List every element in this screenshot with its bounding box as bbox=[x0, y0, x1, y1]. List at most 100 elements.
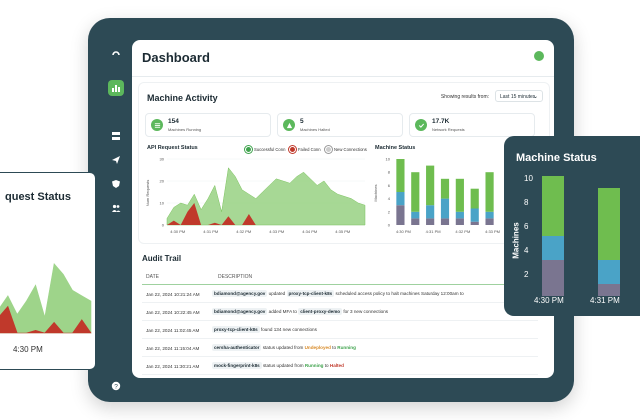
row-description: mock-fingerprint-k8s status updated from… bbox=[212, 362, 344, 369]
bar-segment bbox=[396, 192, 405, 206]
bar-segment bbox=[485, 218, 494, 225]
x-tick-label: 4:32 PM bbox=[455, 229, 470, 234]
time-range-select[interactable]: Last 15 minutes ⌄ bbox=[495, 90, 543, 102]
page-title: Dashboard bbox=[142, 50, 210, 65]
stat-value: 5 bbox=[300, 118, 304, 125]
warning-icon bbox=[283, 119, 295, 131]
legend-new[interactable]: New Connections bbox=[325, 146, 367, 153]
stat-network-requests: 17.7K Network Requests bbox=[409, 113, 535, 137]
stat-machines-running: 154 Machines Running bbox=[145, 113, 271, 137]
zoom-series-area bbox=[0, 305, 92, 334]
chart-icon[interactable] bbox=[108, 80, 124, 96]
y-tick-label: 20 bbox=[160, 179, 165, 184]
stat-label: Network Requests bbox=[432, 127, 465, 132]
api-status-zoom-card: quest Status 4:30 PM bbox=[0, 172, 96, 370]
zoom-x-tick: 4:31 PM bbox=[590, 296, 620, 305]
x-tick-label: 4:30 PM bbox=[396, 229, 411, 234]
logo-icon[interactable] bbox=[108, 46, 124, 62]
bar-segment bbox=[426, 218, 435, 225]
top-bar: Dashboard bbox=[132, 40, 554, 77]
row-description: proxy-tcp-client-k8s found 134 new conne… bbox=[212, 326, 317, 333]
bar-segment bbox=[455, 211, 464, 219]
bar-segment bbox=[411, 211, 420, 219]
x-tick-label: 4:34 PM bbox=[302, 229, 317, 234]
bar-segment bbox=[470, 208, 479, 222]
bar-segment bbox=[426, 165, 435, 206]
header-description: DESCRIPTION bbox=[218, 274, 253, 280]
stat-value: 154 bbox=[168, 118, 179, 125]
side-nav: ? bbox=[106, 46, 126, 391]
zoom-x-tick: 4:30 PM bbox=[13, 345, 43, 354]
y-tick-label: 2 bbox=[388, 209, 391, 214]
machine-status-title: Machine Status bbox=[375, 145, 416, 151]
x-tick-label: 4:31 PM bbox=[203, 229, 218, 234]
row-date: Jan 22, 2024 11:15:04 AM bbox=[146, 346, 200, 351]
legend-successful[interactable]: Successful Conn bbox=[245, 146, 285, 153]
bar-segment bbox=[455, 218, 464, 225]
zoom-y-label: Machines bbox=[511, 222, 521, 259]
help-icon[interactable]: ? bbox=[108, 378, 124, 394]
row-date: Jan 22, 2024 10:21:24 AM bbox=[146, 292, 200, 297]
zoom-bar-segment bbox=[598, 284, 620, 296]
x-tick-label: 4:31 PM bbox=[426, 229, 441, 234]
bar-segment bbox=[470, 188, 479, 209]
shield-icon[interactable] bbox=[108, 176, 124, 192]
bar-segment bbox=[485, 211, 494, 219]
bar-segment bbox=[440, 178, 450, 199]
zoom-bar-segment bbox=[542, 260, 564, 296]
bar-segment bbox=[455, 178, 464, 212]
row-description: bdiamond@agency.gov added MFA to client-… bbox=[212, 308, 389, 315]
row-date: Jan 22, 2024 11:30:21 AM bbox=[146, 364, 200, 369]
zoom-bar-segment bbox=[598, 188, 620, 260]
machine-status-chart: 10 8 6 4 2 0 Machines 4:30 PM 4:31 PM 4:32 PM 4:33… bbox=[373, 157, 500, 235]
table-row[interactable]: Jan 22, 2024 10:22:45 AM bdiamond@agency… bbox=[142, 304, 538, 321]
row-description: bdiamond@agency.gov updated proxy-tcp-cl… bbox=[212, 290, 464, 297]
bar-segment bbox=[485, 172, 494, 212]
machine-status-zoom-card: Machine Status Machines 10 8 6 4 2 4:30 … bbox=[504, 136, 640, 316]
zoom-x-tick: 4:30 PM bbox=[534, 296, 564, 305]
row-date: Jan 22, 2024 10:22:45 AM bbox=[146, 310, 200, 315]
table-row[interactable]: Jan 22, 2024 11:30:21 AM mock-fingerprin… bbox=[142, 358, 538, 375]
showing-label: Showing results from: bbox=[440, 94, 489, 100]
machine-activity-title: Machine Activity bbox=[147, 93, 218, 103]
stat-value: 17.7K bbox=[432, 118, 450, 125]
server-icon[interactable] bbox=[108, 128, 124, 144]
send-icon[interactable] bbox=[108, 152, 124, 168]
zoom-bar-segment bbox=[542, 176, 564, 236]
bar-segment bbox=[470, 221, 479, 225]
api-status-title: API Request Status bbox=[147, 145, 198, 151]
bar-segment bbox=[411, 218, 420, 225]
zoom-y-tick: 8 bbox=[524, 198, 529, 207]
x-tick-label: 4:33 PM bbox=[485, 229, 500, 234]
bar-segment bbox=[440, 218, 450, 225]
y-tick-label: 0 bbox=[388, 223, 391, 228]
legend-failed[interactable]: Failed Conn bbox=[289, 146, 321, 153]
user-avatar-icon[interactable] bbox=[534, 51, 544, 61]
y-tick-label: 4 bbox=[388, 196, 391, 201]
x-tick-label: 4:30 PM bbox=[170, 229, 185, 234]
y-tick-label: 10 bbox=[160, 201, 165, 206]
table-row[interactable]: Jan 22, 2024 11:02:45 AM proxy-tcp-clien… bbox=[142, 322, 538, 339]
y-tick-label: 8 bbox=[388, 170, 391, 175]
zoom-y-tick: 4 bbox=[524, 246, 529, 255]
machine-activity-card: Machine Activity Showing results from: L… bbox=[138, 82, 550, 244]
bar-segment bbox=[426, 205, 435, 219]
zoom-card-title: quest Status bbox=[5, 191, 72, 203]
time-range-value: Last 15 minutes bbox=[500, 94, 536, 100]
zoom-y-tick: 2 bbox=[524, 270, 529, 279]
header-date: DATE bbox=[146, 274, 159, 280]
table-row[interactable]: Jan 22, 2024 10:21:24 AM bdiamond@agency… bbox=[142, 286, 538, 303]
zoom-status-title: Machine Status bbox=[516, 152, 597, 164]
stat-label: Machines Halted bbox=[300, 127, 330, 132]
zoom-y-tick: 6 bbox=[524, 222, 529, 231]
dashboard-screen: Dashboard Machine Activity Showing resul… bbox=[132, 40, 554, 378]
row-date: Jan 22, 2024 11:02:45 AM bbox=[146, 328, 200, 333]
y-tick-label: 30 bbox=[160, 157, 165, 162]
stat-label: Machines Running bbox=[168, 127, 202, 132]
zoom-area-chart bbox=[0, 263, 92, 334]
table-row[interactable]: Jan 22, 2024 11:15:04 AM cersha-authenti… bbox=[142, 340, 538, 357]
row-description: cersha-authenticator status updated from… bbox=[212, 344, 356, 351]
bar-segment bbox=[411, 172, 420, 212]
audit-trail: Audit Trail DATE DESCRIPTION Jan 22, 202… bbox=[138, 250, 548, 375]
users-icon[interactable] bbox=[108, 200, 124, 216]
